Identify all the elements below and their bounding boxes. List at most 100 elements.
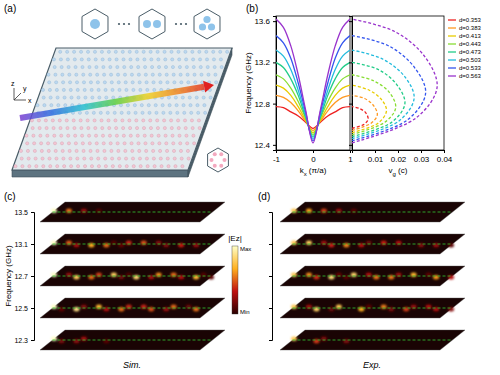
hole (142, 50, 145, 53)
hole (162, 111, 165, 114)
hole (171, 65, 174, 68)
hole (152, 149, 155, 152)
hole (81, 142, 84, 145)
hole (157, 65, 160, 68)
hole (66, 126, 69, 129)
hole (67, 134, 70, 137)
series-line (276, 36, 350, 141)
hole (96, 73, 99, 76)
hole (131, 157, 134, 160)
hole (96, 149, 99, 152)
hole (114, 50, 117, 53)
hole (40, 149, 43, 152)
axis-line (273, 17, 277, 151)
hole (94, 58, 97, 61)
hole (100, 119, 103, 122)
hole (84, 96, 87, 99)
hole (117, 157, 120, 160)
hole (62, 88, 65, 91)
hole (205, 50, 208, 53)
hole (19, 149, 22, 152)
hole (181, 96, 184, 99)
hole (118, 165, 121, 168)
hole (185, 58, 188, 61)
hole (185, 134, 188, 137)
hole (177, 50, 180, 53)
slice-plane (280, 266, 465, 286)
hole (105, 96, 108, 99)
hole (132, 165, 135, 168)
tick: 0 (311, 150, 316, 164)
legend-label: d=0.353 (459, 17, 482, 23)
hole (89, 81, 92, 84)
hole (95, 65, 98, 68)
legend-swatch (448, 35, 456, 36)
legend-swatch (448, 51, 456, 52)
triad-label: z (11, 80, 15, 87)
hole (46, 134, 49, 137)
hole (87, 126, 90, 129)
panel-label: (d) (258, 191, 270, 202)
hole (111, 88, 114, 91)
hole (195, 96, 198, 99)
hole (32, 134, 35, 137)
field-slice (280, 330, 465, 350)
hole (176, 111, 179, 114)
hole (103, 73, 106, 76)
tick (269, 340, 272, 341)
hole (28, 165, 31, 168)
hole (151, 73, 154, 76)
hexagon (194, 9, 220, 39)
hole (56, 96, 59, 99)
hole (157, 134, 160, 137)
hole (172, 73, 175, 76)
hole (175, 104, 178, 107)
hole (80, 126, 83, 129)
hole (144, 142, 147, 145)
hole (87, 134, 90, 137)
hole (151, 142, 154, 145)
hole (58, 119, 61, 122)
hole (194, 81, 197, 84)
hole (79, 119, 82, 122)
hole (46, 142, 49, 145)
series-line (352, 107, 368, 129)
waveguide-path (53, 340, 213, 341)
hole (104, 165, 107, 168)
hole (48, 157, 51, 160)
hole (68, 81, 71, 84)
hole (145, 149, 148, 152)
tick (269, 276, 272, 277)
axis (269, 213, 273, 341)
hole (133, 104, 136, 107)
hole (149, 126, 152, 129)
slice-plane (280, 202, 465, 222)
hole (135, 119, 138, 122)
hole (42, 96, 45, 99)
field-spots (291, 241, 454, 248)
hole (124, 157, 127, 160)
hole (104, 88, 107, 91)
hole (61, 73, 64, 76)
hole (88, 65, 91, 68)
air-hole (213, 164, 217, 168)
tick-label: 12.3 (14, 337, 28, 344)
hole (121, 119, 124, 122)
hole (31, 126, 34, 129)
tick-label: 0.03 (414, 155, 430, 164)
slice-plane (40, 234, 225, 254)
waveguide-path (53, 244, 213, 245)
hole (159, 81, 162, 84)
hole (33, 149, 36, 152)
hole (83, 88, 86, 91)
legend-label: d=0.533 (459, 65, 482, 71)
hole (25, 134, 28, 137)
hole (68, 73, 71, 76)
hole (37, 119, 40, 122)
hole (83, 157, 86, 160)
slab-top (12, 48, 232, 170)
hole (173, 157, 176, 160)
tick-mark (349, 145, 352, 146)
hole (86, 119, 89, 122)
hole (122, 126, 125, 129)
